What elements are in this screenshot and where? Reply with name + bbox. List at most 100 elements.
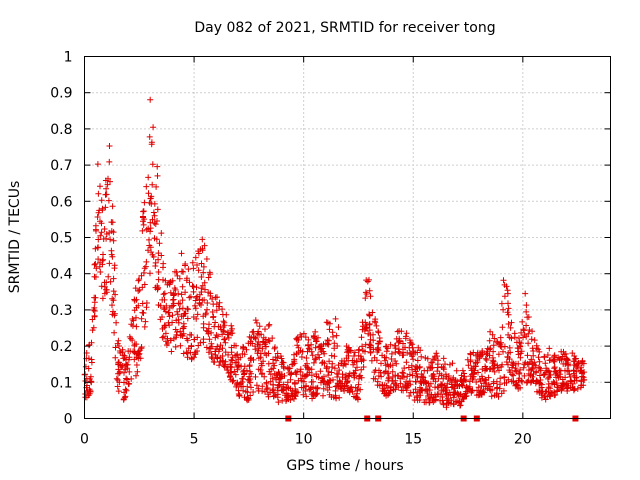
data-point — [392, 358, 399, 364]
data-point — [247, 338, 254, 345]
data-point — [266, 321, 273, 328]
data-point — [105, 197, 112, 204]
data-point — [387, 341, 394, 348]
data-point — [557, 373, 564, 380]
data-point — [440, 375, 447, 382]
data-point — [229, 330, 236, 337]
data-point — [473, 379, 480, 385]
data-point — [222, 349, 229, 356]
data-point — [147, 225, 154, 232]
data-point — [495, 393, 502, 400]
data-point — [175, 290, 182, 297]
data-point — [373, 322, 380, 329]
data-point — [308, 366, 315, 373]
data-point — [155, 276, 162, 283]
data-points — [81, 96, 588, 411]
data-point — [431, 354, 438, 361]
data-point — [269, 335, 276, 342]
data-point — [517, 354, 524, 361]
data-point — [250, 389, 257, 395]
data-point — [354, 387, 361, 394]
data-point — [496, 340, 503, 347]
data-point — [258, 362, 265, 369]
data-point — [154, 163, 161, 170]
data-point — [449, 360, 456, 367]
data-point — [366, 320, 373, 327]
data-point — [366, 276, 372, 283]
data-point — [388, 356, 395, 362]
data-point — [103, 231, 110, 237]
data-point — [126, 354, 133, 361]
data-point — [412, 378, 419, 385]
data-point — [482, 376, 489, 383]
data-point — [202, 310, 209, 317]
data-point — [188, 332, 195, 338]
chart-title: Day 082 of 2021, SRMTID for receiver ton… — [194, 20, 495, 36]
data-point — [470, 373, 477, 380]
data-point — [295, 349, 302, 356]
data-point — [399, 369, 406, 376]
data-point — [501, 374, 508, 381]
data-point — [491, 368, 498, 375]
data-point — [93, 227, 99, 234]
data-point — [505, 376, 512, 383]
data-point — [467, 358, 474, 365]
data-point — [379, 352, 386, 359]
data-point — [115, 337, 122, 344]
data-point — [485, 374, 492, 381]
data-point — [267, 389, 273, 396]
data-point — [530, 371, 537, 377]
data-point — [246, 363, 253, 370]
data-point — [113, 319, 120, 326]
data-point — [184, 337, 191, 344]
data-point — [355, 381, 362, 388]
data-point — [366, 327, 373, 334]
data-point — [204, 300, 211, 306]
data-point — [275, 399, 282, 406]
data-point — [389, 368, 396, 375]
data-point — [556, 357, 563, 364]
data-point — [528, 356, 535, 363]
data-point — [240, 375, 246, 382]
data-point — [298, 384, 305, 391]
data-point — [128, 375, 135, 382]
data-point — [260, 358, 267, 365]
data-point — [91, 294, 98, 301]
data-point — [334, 343, 341, 349]
data-point — [275, 369, 282, 375]
data-point — [345, 348, 352, 355]
data-point — [406, 371, 413, 378]
data-point — [312, 356, 319, 363]
data-point — [220, 324, 227, 330]
data-point — [162, 330, 169, 337]
data-point — [195, 250, 202, 257]
data-point — [533, 345, 540, 352]
data-point — [458, 372, 465, 379]
data-point — [517, 384, 524, 391]
data-point — [174, 308, 181, 315]
data-point — [133, 323, 140, 330]
data-point — [111, 329, 118, 336]
data-point — [562, 361, 569, 367]
data-point — [417, 384, 423, 391]
data-point — [319, 345, 326, 352]
data-point — [112, 291, 119, 298]
data-point — [315, 334, 321, 341]
data-point — [93, 265, 100, 272]
data-point — [369, 309, 376, 316]
data-point — [133, 372, 139, 379]
data-point — [579, 358, 586, 365]
data-point — [316, 354, 323, 361]
data-point — [265, 337, 272, 344]
data-point — [278, 355, 285, 362]
data-point — [196, 299, 203, 306]
y-tick-label: 0 — [64, 412, 73, 428]
data-point — [213, 307, 220, 314]
data-point — [381, 382, 388, 389]
data-point — [355, 375, 362, 382]
data-point — [106, 143, 113, 149]
grid — [84, 56, 611, 419]
data-point — [542, 360, 549, 367]
data-point — [110, 297, 117, 304]
data-point — [547, 385, 554, 392]
